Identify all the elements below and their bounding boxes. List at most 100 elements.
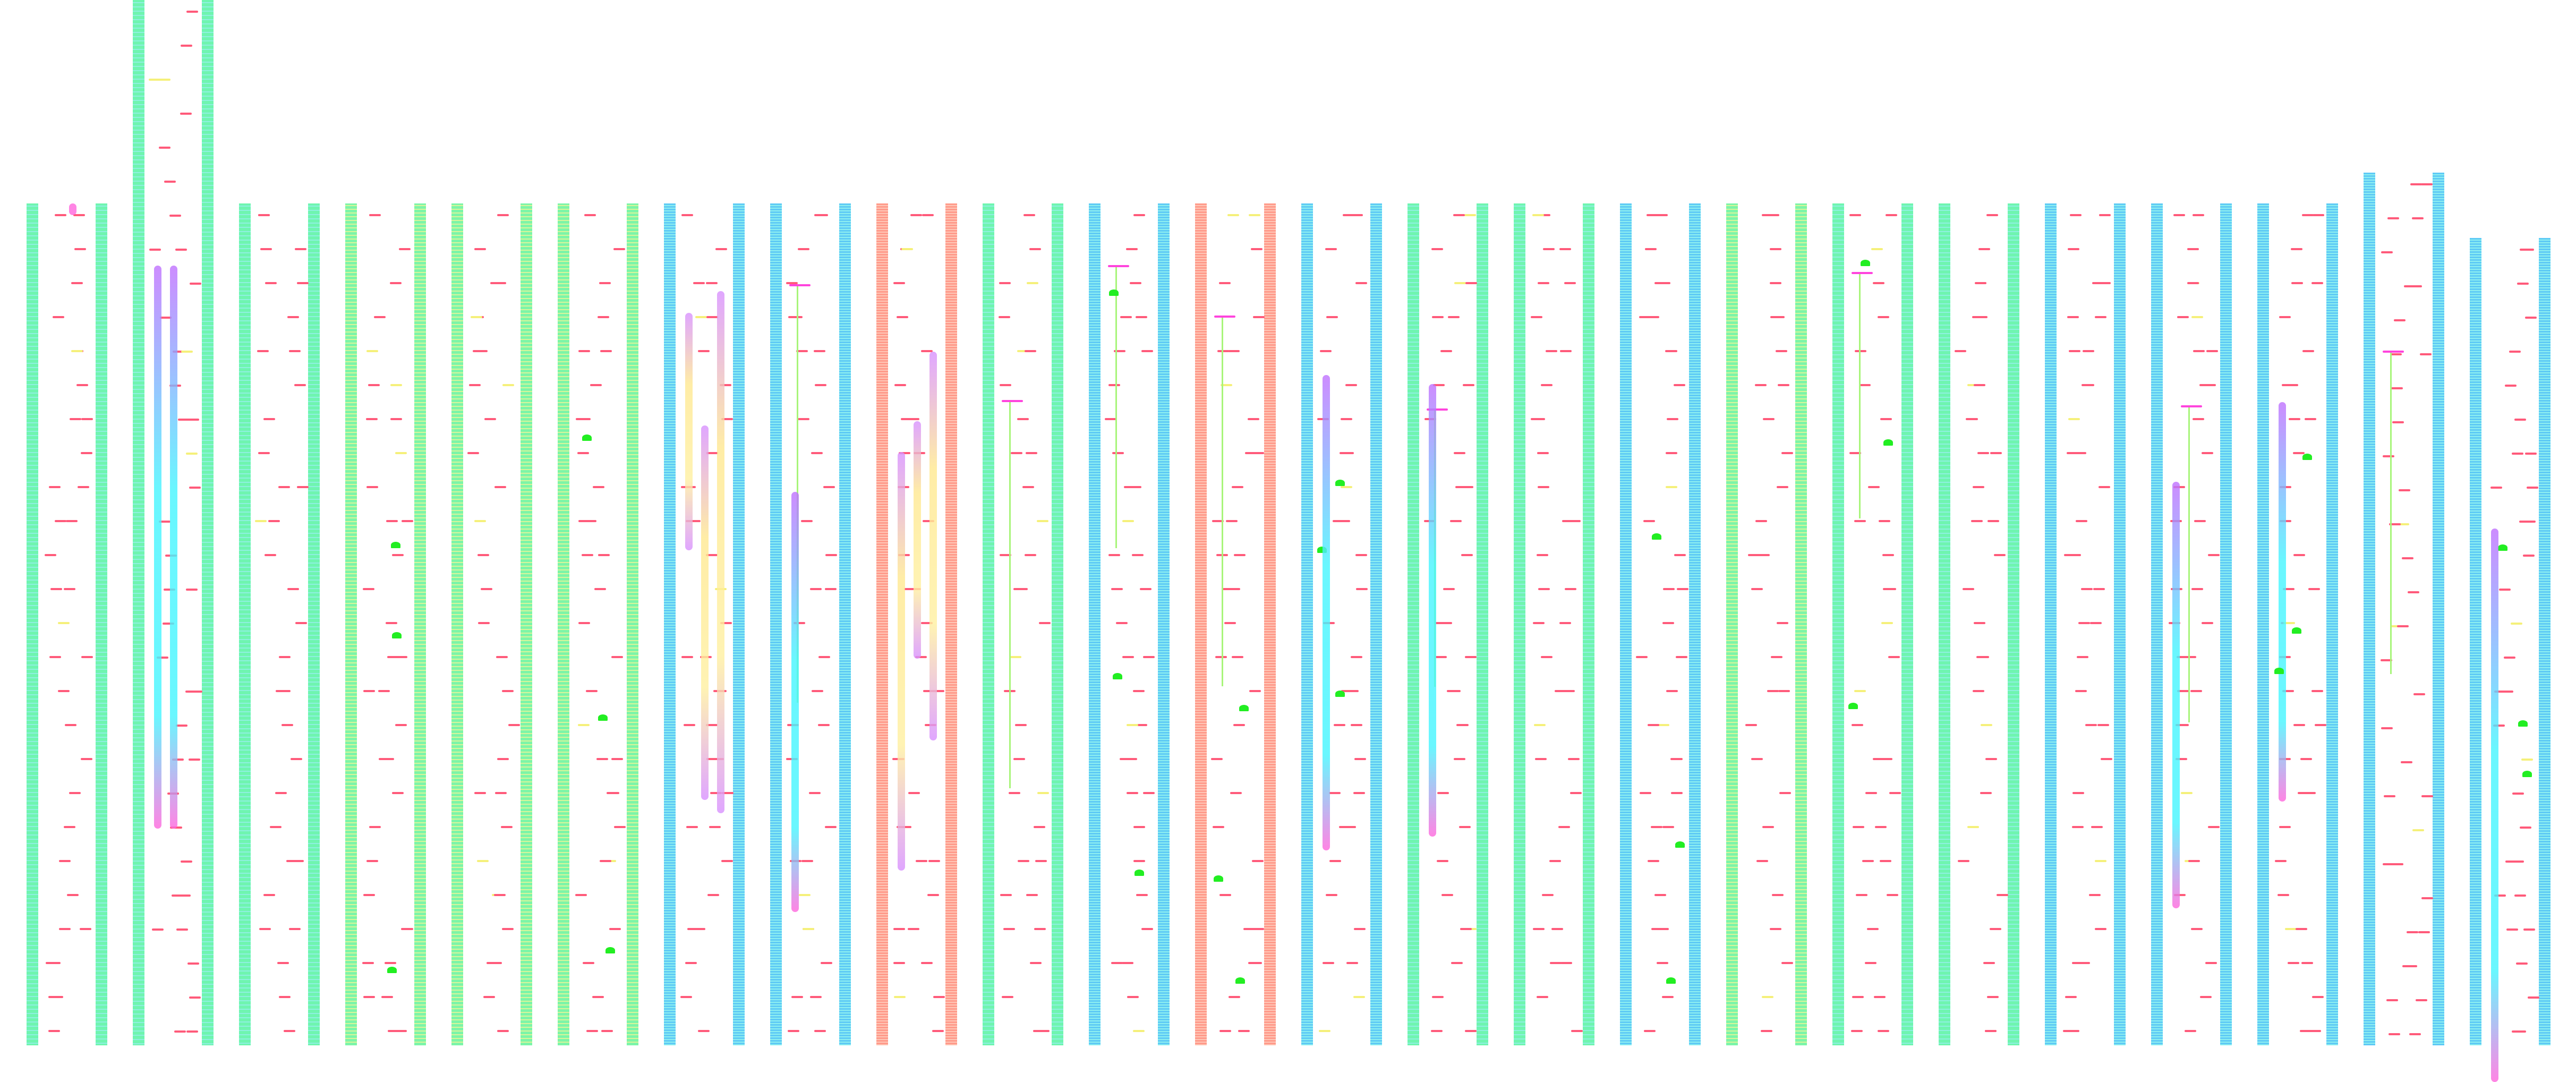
platform — [76, 384, 88, 386]
platform — [284, 1030, 295, 1032]
platform — [2095, 928, 2106, 930]
platform — [1880, 860, 1891, 862]
platform — [2311, 282, 2323, 284]
platform — [915, 656, 927, 658]
wall — [2114, 203, 2126, 1045]
platform — [814, 214, 826, 216]
platform — [1000, 554, 1011, 556]
platform — [1555, 690, 1566, 692]
platform — [1546, 350, 1557, 352]
platform — [363, 690, 375, 692]
platform — [2420, 353, 2432, 355]
platform — [1867, 928, 1879, 930]
platform — [1111, 962, 1123, 964]
wall — [1195, 203, 1207, 1045]
wall — [558, 203, 569, 1045]
platform — [1651, 826, 1662, 828]
platform — [2078, 962, 2090, 964]
platform — [265, 282, 277, 284]
platform — [1531, 418, 1542, 420]
platform — [1143, 792, 1155, 794]
platform — [921, 622, 933, 624]
platform — [2505, 385, 2517, 387]
platform — [2282, 690, 2294, 692]
platform — [1141, 928, 1153, 930]
platform — [801, 520, 813, 522]
platform — [2309, 1030, 2321, 1032]
platform — [2301, 962, 2313, 964]
platform — [392, 554, 404, 556]
platform — [1770, 928, 1781, 930]
platform — [1026, 452, 1037, 454]
platform — [2095, 860, 2106, 862]
platform — [1771, 656, 1782, 658]
platform — [295, 622, 307, 624]
platform — [163, 623, 174, 625]
platform — [1133, 826, 1145, 828]
platform — [1143, 656, 1155, 658]
platform — [1656, 214, 1668, 216]
platform — [1126, 248, 1138, 250]
platform — [186, 11, 198, 13]
platform — [2177, 656, 2188, 658]
platform — [1763, 418, 1775, 420]
platform — [2065, 996, 2077, 998]
platform — [1645, 248, 1657, 250]
wall — [983, 203, 994, 1045]
platform — [706, 316, 718, 318]
platform — [164, 181, 176, 183]
platform — [1127, 724, 1138, 726]
platform — [381, 996, 393, 998]
platform — [1971, 520, 1983, 522]
platform — [593, 486, 604, 488]
platform — [481, 588, 492, 590]
platform — [1770, 282, 1781, 284]
platform — [1338, 520, 1350, 522]
platform — [1882, 554, 1894, 556]
platform — [181, 45, 192, 47]
platform — [894, 996, 906, 998]
platform — [698, 1030, 710, 1032]
wall — [1832, 203, 1844, 1045]
platform — [2506, 928, 2518, 931]
platform — [1334, 724, 1345, 726]
platform — [1865, 792, 1877, 794]
platform — [1541, 656, 1553, 658]
platform — [1251, 248, 1263, 250]
wall — [770, 203, 782, 1045]
platform — [1978, 248, 1990, 250]
platform — [1955, 350, 1966, 352]
platform — [2101, 758, 2112, 760]
platform — [1643, 520, 1655, 522]
platform — [49, 962, 61, 964]
platform — [471, 316, 482, 318]
platform — [1666, 486, 1677, 488]
platform — [1320, 350, 1332, 352]
platform — [1648, 316, 1659, 318]
platform — [2383, 455, 2394, 457]
platform — [916, 860, 927, 862]
platform — [2091, 826, 2103, 828]
platform — [2412, 829, 2424, 831]
platform — [1342, 452, 1354, 454]
platform — [2193, 418, 2204, 420]
bush-icon — [1651, 533, 1661, 540]
platform — [1657, 928, 1669, 930]
platform — [399, 248, 411, 250]
platform — [2187, 282, 2199, 284]
platform — [1440, 622, 1452, 624]
platform — [600, 350, 612, 352]
platform — [2505, 861, 2517, 863]
platform — [490, 962, 502, 964]
platform — [1762, 826, 1774, 828]
platform — [1676, 656, 1687, 658]
platform — [1985, 1030, 1997, 1032]
platform — [2177, 316, 2189, 318]
platform — [814, 350, 825, 352]
platform — [715, 248, 727, 250]
platform — [1112, 452, 1124, 454]
platform — [396, 656, 407, 658]
platform — [1564, 282, 1576, 284]
platform — [173, 351, 184, 353]
wall — [1689, 203, 1701, 1045]
